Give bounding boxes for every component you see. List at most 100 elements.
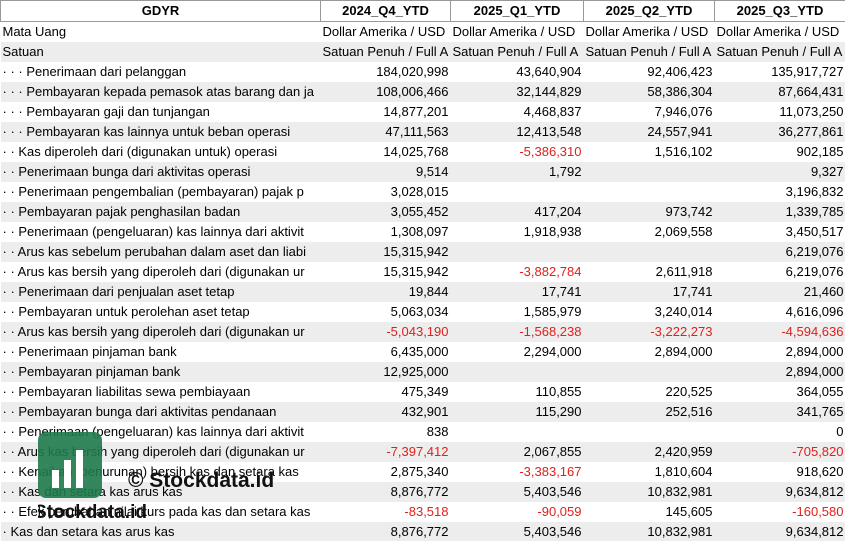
cell: 364,055 (796, 384, 844, 399)
cell: 36,277,861 (714, 122, 845, 142)
table-row: · · Pembayaran pinjaman bank 12,925,000 2,… (0, 362, 845, 382)
row-label: · · Arus kas bersih yang diperoleh dari … (0, 322, 321, 342)
cell (450, 362, 584, 382)
cell: 2,069,558 (654, 224, 713, 239)
logo-bar (64, 460, 71, 488)
cell (583, 242, 715, 262)
cell: 17,741 (583, 282, 715, 302)
row-label: · · Penerimaan pengembalian (pembayaran)… (2, 184, 304, 199)
cell: 47,111,563 (320, 122, 451, 142)
table-row: · · Kas diperoleh dari (digunakan untuk)… (1, 142, 845, 162)
cell: 115,290 (450, 402, 584, 422)
cell: 1,792 (450, 162, 584, 182)
cell: 12,413,548 (450, 122, 584, 142)
table-row: Satuan Satuan Penuh / Full A Satuan Penuh … (0, 42, 845, 62)
cell: Satuan Penuh / Full A (320, 42, 451, 62)
row-label: · · Penerimaan bunga dari aktivitas oper… (0, 162, 321, 182)
column-header: 2025_Q2_YTD (583, 0, 715, 22)
cell: 1,585,979 (523, 304, 582, 319)
cell: 973,742 (583, 202, 715, 222)
table-row: · · Penerimaan dari penjualan aset tetap… (0, 282, 845, 302)
cell: 8,876,772 (320, 522, 451, 541)
cell: 3,450,517 (785, 224, 844, 239)
cell: Dollar Amerika / USD (585, 24, 709, 39)
cell: 19,844 (320, 282, 451, 302)
cell (451, 422, 584, 442)
cell: 58,386,304 (583, 82, 715, 102)
table-row: · · Efek perubahan nilai kurs pada kas d… (1, 502, 845, 522)
cell: 6,219,076 (785, 264, 844, 279)
row-label: · · Penerimaan (pengeluaran) kas lainnya… (2, 224, 304, 239)
table-row: · · · Pembayaran gaji dan tunjangan 14,87… (1, 102, 845, 122)
cell: 14,025,768 (383, 144, 449, 159)
cell: 21,460 (714, 282, 845, 302)
table-row: · · Arus kas sebelum perubahan dalam ase… (0, 242, 845, 262)
cell: 11,073,250 (779, 104, 844, 119)
cell: -705,820 (714, 442, 845, 462)
cell: 341,765 (714, 402, 845, 422)
cell: 5,063,034 (390, 304, 449, 319)
logo-bar (52, 470, 59, 488)
cell: 2,894,000 (785, 344, 844, 359)
cell: Dollar Amerika / USD (322, 24, 446, 39)
cell: 110,855 (535, 384, 582, 399)
table-row: · · · Pembayaran kas lainnya untuk beban… (0, 122, 845, 142)
cell: 92,406,423 (647, 64, 713, 79)
cell: -83,518 (404, 504, 449, 519)
watermark-copyright: © Stockdata.id (128, 469, 274, 492)
cell: Satuan Penuh / Full A (583, 42, 715, 62)
cell: 2,894,000 (654, 344, 713, 359)
cell: 2,067,855 (450, 442, 584, 462)
cell: -5,386,310 (519, 144, 582, 159)
table-row: · · Penerimaan (pengeluaran) kas lainnya… (1, 222, 845, 242)
column-header: 2024_Q4_YTD (320, 0, 451, 22)
cell: 1,308,097 (390, 224, 449, 239)
row-label: Mata Uang (2, 24, 67, 39)
cell: 10,832,981 (583, 482, 715, 502)
cell (451, 182, 584, 202)
row-label: · · Penerimaan pinjaman bank (2, 344, 177, 359)
row-label: · · · Pembayaran kepada pemasok atas bar… (0, 82, 321, 102)
cell: 7,946,076 (654, 104, 713, 119)
cell: 6,219,076 (714, 242, 845, 262)
cell: 4,468,837 (523, 104, 582, 119)
cell: 1,516,102 (654, 144, 713, 159)
cell: 8,876,772 (320, 482, 451, 502)
logo-bar (76, 450, 83, 488)
cell: -7,397,412 (320, 442, 451, 462)
watermark: © Stockdata.id Stockdata.id (38, 432, 274, 523)
cell: -1,568,238 (450, 322, 584, 342)
row-label: · · · Penerimaan dari pelanggan (2, 64, 187, 79)
cell: -3,383,167 (519, 464, 582, 479)
column-header: 2025_Q3_YTD (714, 0, 845, 22)
column-header: 2025_Q1_YTD (450, 0, 584, 22)
cell: 2,420,959 (583, 442, 715, 462)
table-row: · · Arus kas bersih yang diperoleh dari … (0, 322, 845, 342)
row-label: · · Pembayaran pinjaman bank (0, 362, 321, 382)
cell: 2,294,000 (523, 344, 582, 359)
cell (583, 162, 715, 182)
cell: -4,594,636 (714, 322, 845, 342)
table-row: · · Arus kas bersih yang diperoleh dari … (1, 262, 845, 282)
cell: 9,514 (320, 162, 451, 182)
cell: 1,339,785 (714, 202, 845, 222)
row-label: · · Penerimaan dari penjualan aset tetap (0, 282, 321, 302)
cell: 108,006,466 (320, 82, 451, 102)
row-label: · · Kas diperoleh dari (digunakan untuk)… (2, 144, 278, 159)
cell: 3,240,014 (654, 304, 713, 319)
row-label: · · Pembayaran liabilitas sewa pembiayaa… (2, 384, 251, 399)
cell: 14,877,201 (383, 104, 449, 119)
cell: 417,204 (450, 202, 584, 222)
row-label: · · · Pembayaran gaji dan tunjangan (2, 104, 210, 119)
cell: 3,055,452 (320, 202, 451, 222)
watermark-brand: Stockdata.id (38, 502, 147, 523)
header-row: GDYR 2024_Q4_YTD 2025_Q1_YTD 2025_Q2_YTD 202… (0, 0, 845, 22)
cell: Dollar Amerika / USD (452, 24, 576, 39)
cell: 87,664,431 (714, 82, 845, 102)
row-label: · · Efek perubahan nilai kurs pada kas d… (2, 504, 311, 519)
cell: 2,875,340 (390, 464, 449, 479)
cell: 9,634,812 (714, 482, 845, 502)
table-row: · Kas dan setara kas arus kas 8,876,772 5,… (0, 522, 845, 541)
